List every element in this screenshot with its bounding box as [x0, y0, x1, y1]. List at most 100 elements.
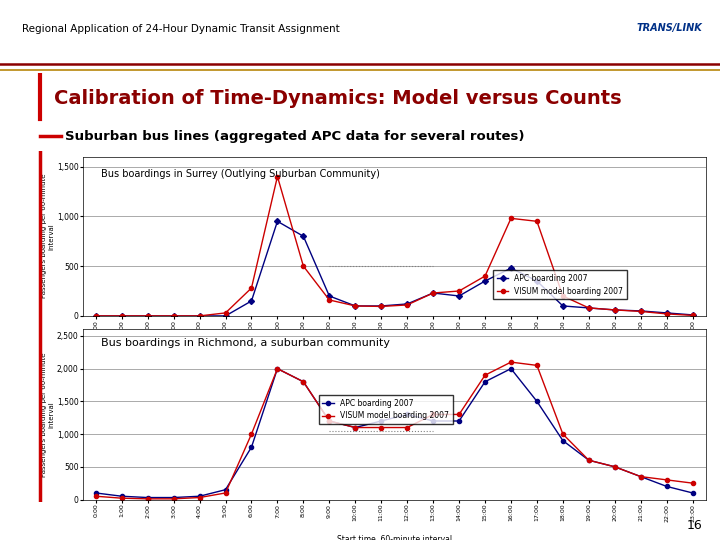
VISUM model boarding 2007	[688, 480, 697, 487]
VISUM model boarding 2007	[403, 424, 412, 431]
APC boarding 2007	[91, 490, 100, 496]
APC boarding 2007	[299, 233, 307, 240]
APC boarding 2007	[195, 493, 204, 500]
VISUM model boarding 2007	[559, 293, 567, 299]
VISUM model boarding 2007	[611, 463, 619, 470]
APC boarding 2007	[559, 437, 567, 444]
APC boarding 2007	[636, 308, 645, 314]
VISUM model boarding 2007	[429, 290, 438, 296]
VISUM model boarding 2007	[455, 288, 464, 294]
Line: APC boarding 2007: APC boarding 2007	[94, 219, 695, 318]
APC boarding 2007	[455, 293, 464, 299]
APC boarding 2007	[377, 303, 385, 309]
VISUM model boarding 2007	[429, 411, 438, 418]
Text: Regional Application of 24-Hour Dynamic Transit Assignment: Regional Application of 24-Hour Dynamic …	[22, 24, 339, 34]
VISUM model boarding 2007	[636, 308, 645, 315]
VISUM model boarding 2007	[481, 273, 490, 279]
VISUM model boarding 2007	[585, 457, 593, 463]
VISUM model boarding 2007	[585, 305, 593, 311]
APC boarding 2007	[351, 424, 359, 431]
APC boarding 2007	[273, 366, 282, 372]
VISUM model boarding 2007	[143, 496, 152, 502]
VISUM model boarding 2007	[195, 313, 204, 319]
VISUM model boarding 2007	[169, 313, 178, 319]
APC boarding 2007	[585, 305, 593, 311]
Text: 16: 16	[686, 519, 702, 532]
VISUM model boarding 2007	[377, 303, 385, 309]
APC boarding 2007	[143, 494, 152, 501]
APC boarding 2007	[377, 418, 385, 424]
APC boarding 2007	[221, 487, 230, 493]
VISUM model boarding 2007	[221, 309, 230, 316]
APC boarding 2007	[403, 411, 412, 418]
APC boarding 2007	[325, 418, 333, 424]
APC boarding 2007	[117, 313, 126, 319]
APC boarding 2007	[169, 494, 178, 501]
APC boarding 2007	[662, 309, 671, 316]
APC boarding 2007	[273, 218, 282, 225]
VISUM model boarding 2007	[688, 312, 697, 319]
VISUM model boarding 2007	[533, 362, 541, 369]
Line: VISUM model boarding 2007: VISUM model boarding 2007	[94, 360, 695, 501]
APC boarding 2007	[559, 303, 567, 309]
APC boarding 2007	[636, 474, 645, 480]
APC boarding 2007	[351, 303, 359, 309]
Text: Calibration of Time-Dynamics: Model versus Counts: Calibration of Time-Dynamics: Model vers…	[54, 89, 621, 107]
VISUM model boarding 2007	[325, 297, 333, 303]
Legend: APC boarding 2007, VISUM model boarding 2007: APC boarding 2007, VISUM model boarding …	[318, 395, 453, 424]
VISUM model boarding 2007	[143, 313, 152, 319]
VISUM model boarding 2007	[273, 173, 282, 180]
Y-axis label: Passengers boarding per 60-minute
interval: Passengers boarding per 60-minute interv…	[41, 174, 54, 299]
APC boarding 2007	[533, 398, 541, 404]
VISUM model boarding 2007	[377, 424, 385, 431]
VISUM model boarding 2007	[221, 490, 230, 496]
APC boarding 2007	[585, 457, 593, 463]
VISUM model boarding 2007	[169, 496, 178, 502]
VISUM model boarding 2007	[662, 310, 671, 317]
VISUM model boarding 2007	[117, 313, 126, 319]
VISUM model boarding 2007	[481, 372, 490, 379]
VISUM model boarding 2007	[507, 215, 516, 221]
APC boarding 2007	[481, 379, 490, 385]
APC boarding 2007	[117, 493, 126, 500]
VISUM model boarding 2007	[662, 477, 671, 483]
APC boarding 2007	[247, 298, 256, 304]
VISUM model boarding 2007	[273, 366, 282, 372]
VISUM model boarding 2007	[91, 493, 100, 500]
Text: Bus boardings in Richmond, a suburban community: Bus boardings in Richmond, a suburban co…	[102, 338, 390, 348]
Y-axis label: Passengers boarding per 60-minute
interval: Passengers boarding per 60-minute interv…	[41, 352, 54, 477]
APC boarding 2007	[455, 418, 464, 424]
APC boarding 2007	[688, 312, 697, 318]
APC boarding 2007	[403, 301, 412, 307]
APC boarding 2007	[481, 278, 490, 284]
APC boarding 2007	[533, 278, 541, 284]
APC boarding 2007	[247, 444, 256, 450]
VISUM model boarding 2007	[247, 431, 256, 437]
Line: VISUM model boarding 2007: VISUM model boarding 2007	[94, 174, 695, 318]
VISUM model boarding 2007	[403, 302, 412, 308]
Text: TRANS/LINK: TRANS/LINK	[636, 23, 703, 33]
VISUM model boarding 2007	[611, 307, 619, 313]
Text: Suburban bus lines (aggregated APC data for several routes): Suburban bus lines (aggregated APC data …	[65, 130, 524, 143]
VISUM model boarding 2007	[559, 431, 567, 437]
APC boarding 2007	[325, 293, 333, 299]
Line: APC boarding 2007: APC boarding 2007	[94, 367, 695, 500]
APC boarding 2007	[195, 313, 204, 319]
APC boarding 2007	[429, 290, 438, 296]
APC boarding 2007	[507, 366, 516, 372]
APC boarding 2007	[662, 483, 671, 490]
VISUM model boarding 2007	[299, 379, 307, 385]
APC boarding 2007	[688, 490, 697, 496]
VISUM model boarding 2007	[636, 474, 645, 480]
VISUM model boarding 2007	[117, 495, 126, 502]
APC boarding 2007	[91, 313, 100, 319]
Legend: APC boarding 2007, VISUM model boarding 2007: APC boarding 2007, VISUM model boarding …	[493, 270, 627, 299]
VISUM model boarding 2007	[351, 303, 359, 309]
APC boarding 2007	[611, 463, 619, 470]
APC boarding 2007	[429, 418, 438, 424]
APC boarding 2007	[221, 313, 230, 319]
Text: Bus boardings in Surrey (Outlying Suburban Community): Bus boardings in Surrey (Outlying Suburb…	[102, 170, 380, 179]
APC boarding 2007	[169, 313, 178, 319]
VISUM model boarding 2007	[195, 494, 204, 501]
APC boarding 2007	[143, 313, 152, 319]
